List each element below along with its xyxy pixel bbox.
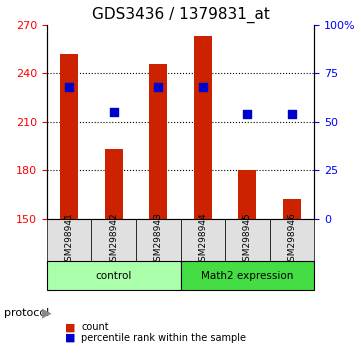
Text: percentile rank within the sample: percentile rank within the sample (81, 333, 246, 343)
Text: GSM298945: GSM298945 (243, 212, 252, 267)
Text: ■: ■ (65, 333, 75, 343)
Bar (47, 261, 180, 290)
Text: ■: ■ (65, 322, 75, 332)
Bar (194, 36, 212, 218)
Bar (136, 218, 180, 261)
Bar (91, 218, 136, 261)
Bar (180, 261, 314, 290)
Text: GSM298941: GSM298941 (65, 212, 74, 267)
Text: ▶: ▶ (42, 307, 51, 320)
Text: GSM298943: GSM298943 (154, 212, 163, 267)
Point (111, 109, 117, 115)
Bar (270, 218, 314, 261)
Point (289, 111, 295, 117)
Text: protocol: protocol (4, 308, 49, 318)
Bar (47, 218, 91, 261)
Bar (105, 149, 123, 218)
Text: control: control (96, 271, 132, 281)
Text: Math2 expression: Math2 expression (201, 271, 293, 281)
Bar (180, 218, 225, 261)
Bar (60, 54, 78, 218)
Text: GSM298946: GSM298946 (287, 212, 296, 267)
Bar (283, 199, 301, 218)
Bar (149, 63, 167, 218)
Bar (225, 218, 270, 261)
Title: GDS3436 / 1379831_at: GDS3436 / 1379831_at (92, 7, 269, 23)
Point (244, 111, 250, 117)
Text: GSM298942: GSM298942 (109, 213, 118, 267)
Point (200, 84, 206, 90)
Text: GSM298944: GSM298944 (198, 213, 207, 267)
Point (66, 84, 72, 90)
Bar (238, 170, 256, 218)
Point (155, 84, 161, 90)
Text: count: count (81, 322, 109, 332)
